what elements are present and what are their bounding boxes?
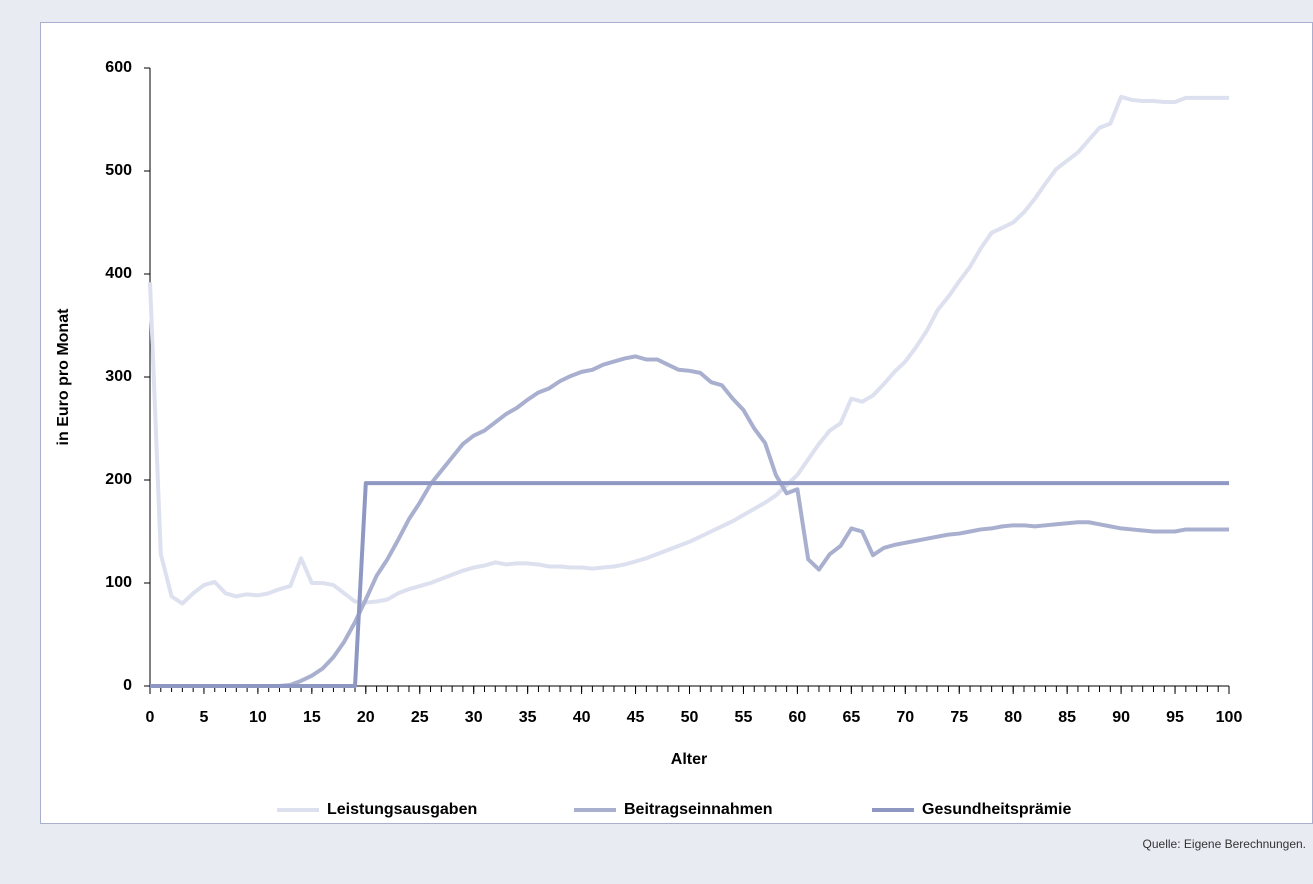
x-tick-label: 10 xyxy=(249,709,267,726)
y-tick-label: 600 xyxy=(105,59,132,76)
legend-label: Beitragseinnahmen xyxy=(624,801,772,818)
line xyxy=(150,354,1229,688)
x-tick-label: 100 xyxy=(1216,709,1243,726)
line xyxy=(148,94,1229,606)
x-tick-label: 0 xyxy=(146,709,155,726)
panel xyxy=(40,22,1313,824)
x-tick-label: 55 xyxy=(735,709,753,726)
source: Quelle: Eigene Berechnungen. xyxy=(1143,837,1306,851)
legend-label: Gesundheitsprämie xyxy=(922,801,1071,818)
x-tick-label: 75 xyxy=(950,709,968,726)
x-tick-label: 15 xyxy=(303,709,321,726)
y-tick-label: 500 xyxy=(105,162,132,179)
y-tick-label: 0 xyxy=(123,677,132,694)
x-tick-label: 80 xyxy=(1004,709,1022,726)
y-tick-label: 100 xyxy=(105,574,132,591)
x-tick-label: 5 xyxy=(199,709,208,726)
y-tick-label: 300 xyxy=(105,368,132,385)
x-tick-label: 30 xyxy=(465,709,483,726)
x-tick-label: 40 xyxy=(573,709,591,726)
x-tick-label: 25 xyxy=(411,709,429,726)
y-tick-label: 400 xyxy=(105,265,132,282)
x-tick-label: 60 xyxy=(789,709,807,726)
y-axis-label: in Euro pro Monat xyxy=(55,308,72,446)
x-tick-label: 50 xyxy=(681,709,699,726)
x-tick-label: 20 xyxy=(357,709,375,726)
x-tick-label: 65 xyxy=(842,709,860,726)
x-tick-label: 35 xyxy=(519,709,537,726)
legend-label: Leistungsausgaben xyxy=(327,801,477,818)
x-tick-label: 95 xyxy=(1166,709,1184,726)
y-tick-label: 200 xyxy=(105,471,132,488)
x-tick-label: 85 xyxy=(1058,709,1076,726)
line xyxy=(150,481,1229,688)
x-tick-label: 45 xyxy=(627,709,645,726)
x-axis-label: Alter xyxy=(671,751,707,768)
x-tick-label: 90 xyxy=(1112,709,1130,726)
x-tick-label: 70 xyxy=(896,709,914,726)
